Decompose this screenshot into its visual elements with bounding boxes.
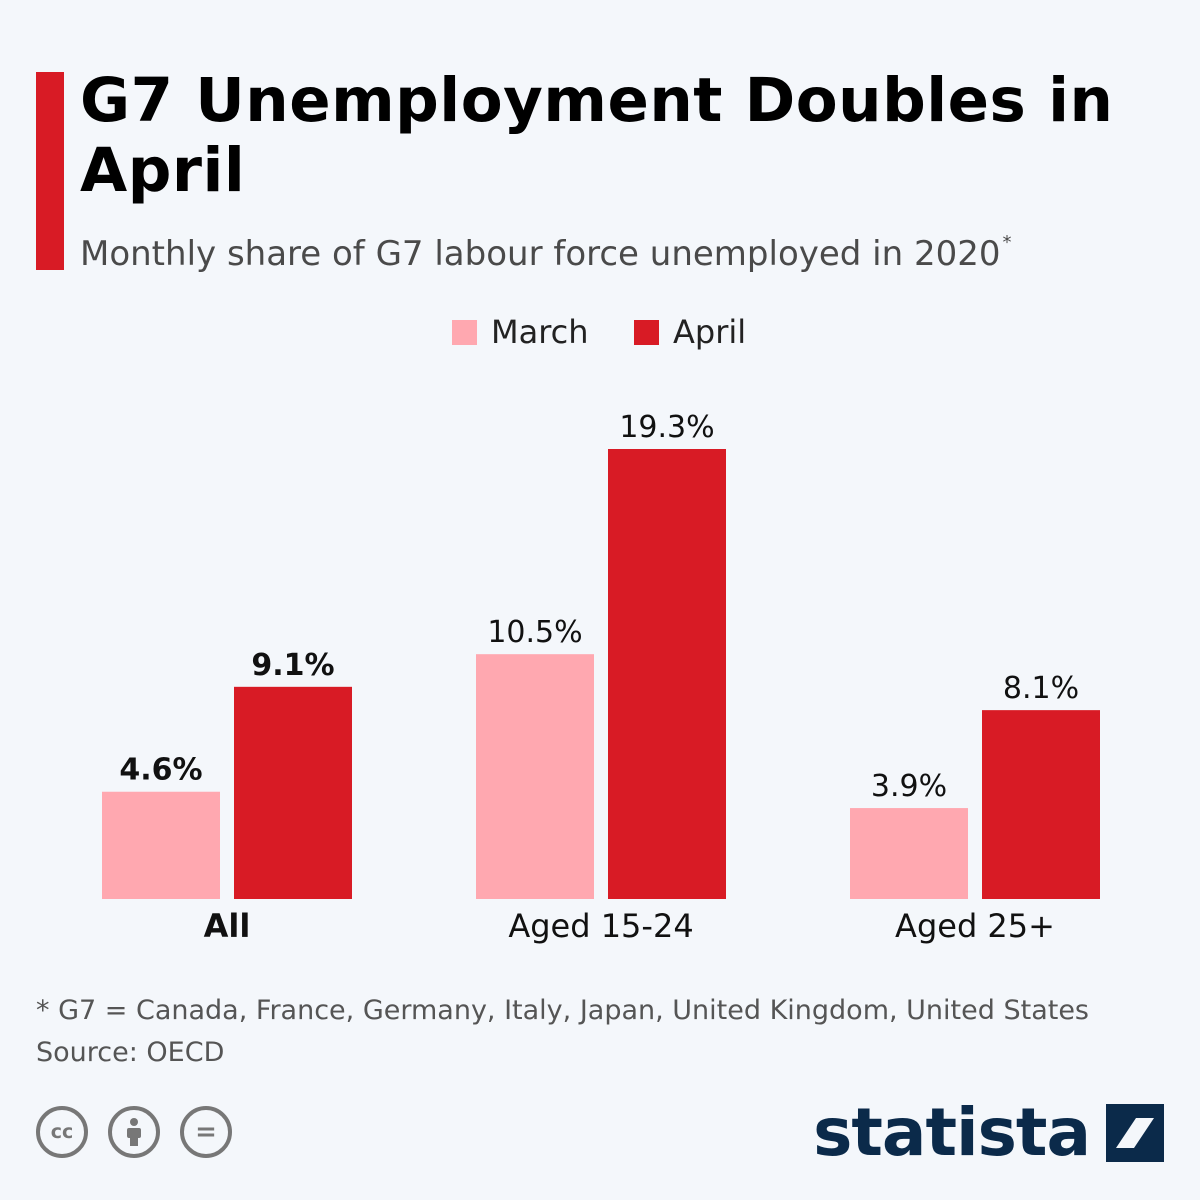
chart-subtitle: Monthly share of G7 labour force unemplo…: [80, 232, 1012, 274]
legend-swatch-march: [452, 319, 477, 345]
statista-wordmark: statista: [813, 1094, 1091, 1171]
footnote: * G7 = Canada, France, Germany, Italy, J…: [36, 990, 1089, 1074]
bar-april-all: [234, 686, 352, 899]
statista-logo-icon: [1106, 1104, 1164, 1162]
bar-march-aged-15-24: [476, 654, 594, 899]
legend-label-april: April: [673, 313, 747, 351]
category-label-aged-15-24: Aged 15-24: [508, 907, 693, 945]
subtitle-footnote-mark: *: [1002, 232, 1012, 253]
data-label-april-aged-15-24: 19.3%: [619, 410, 714, 445]
no-derivatives-icon: =: [180, 1106, 232, 1158]
data-label-april-aged-25: 8.1%: [1003, 671, 1079, 706]
chart-title: G7 Unemployment Doubles in April: [80, 65, 1114, 206]
category-label-all: All: [204, 907, 251, 945]
bar-april-aged-15-24: [608, 449, 726, 899]
footnote-source: Source: OECD: [36, 1037, 225, 1068]
legend: March April: [0, 312, 1200, 352]
subtitle-text: Monthly share of G7 labour force unemplo…: [80, 234, 1001, 274]
footnote-note: * G7 = Canada, France, Germany, Italy, J…: [36, 995, 1089, 1026]
data-label-march-all: 4.6%: [119, 753, 202, 788]
category-label-aged-25: Aged 25+: [895, 907, 1055, 945]
bar-march-all: [102, 791, 220, 899]
cc-icon: cc: [36, 1106, 88, 1158]
data-label-march-aged-25: 3.9%: [871, 769, 947, 804]
license-icons: cc =: [36, 1106, 252, 1158]
bar-chart: 4.6% 9.1% All 10.5% 19.3% Aged 15-24 3.9% 8.1% A…: [102, 410, 1100, 945]
data-label-march-aged-15-24: 10.5%: [487, 615, 582, 650]
accent-bar: [36, 72, 64, 270]
data-label-april-all: 9.1%: [251, 648, 334, 683]
legend-item-march: March: [452, 312, 589, 352]
bar-march-aged-25: [850, 808, 968, 899]
attribution-icon: [108, 1106, 160, 1158]
statista-logo: statista: [813, 1098, 1164, 1168]
legend-label-march: March: [491, 313, 589, 351]
legend-item-april: April: [634, 312, 746, 352]
bar-april-aged-25: [982, 710, 1100, 899]
legend-swatch-april: [634, 319, 659, 345]
